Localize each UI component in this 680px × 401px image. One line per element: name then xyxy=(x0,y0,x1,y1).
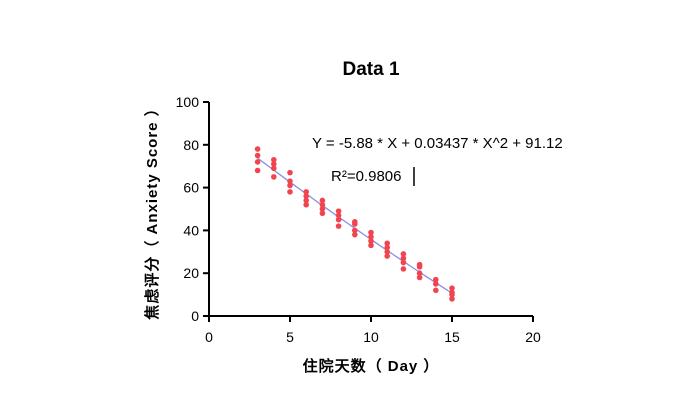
data-point xyxy=(254,152,261,159)
x-tick-label: 15 xyxy=(444,329,460,345)
data-point xyxy=(335,223,342,229)
data-point xyxy=(368,234,374,240)
x-tick-label: 20 xyxy=(525,329,541,345)
data-point xyxy=(271,161,277,167)
data-point xyxy=(400,259,407,266)
y-tick-label: 20 xyxy=(183,265,199,281)
data-point xyxy=(433,287,439,294)
data-point xyxy=(335,212,342,219)
data-point xyxy=(433,281,439,287)
y-axis: 0 20 40 60 80 100 xyxy=(176,94,210,324)
data-point xyxy=(254,146,261,152)
data-point xyxy=(319,201,326,208)
x-tick-label: 5 xyxy=(286,329,294,345)
data-point xyxy=(416,270,423,277)
data-point xyxy=(303,189,310,195)
x-tick-label: 0 xyxy=(205,329,213,345)
data-point xyxy=(303,201,310,208)
data-point xyxy=(271,165,277,172)
data-point xyxy=(303,193,310,199)
data-point xyxy=(303,197,310,204)
y-tick-label: 80 xyxy=(183,137,199,153)
data-point xyxy=(352,227,358,234)
x-tick-label: 10 xyxy=(363,329,379,345)
data-point xyxy=(319,210,326,217)
data-point xyxy=(319,206,326,212)
data-point xyxy=(400,266,407,272)
data-point xyxy=(352,231,358,238)
data-point xyxy=(254,167,261,174)
data-point xyxy=(254,159,261,165)
data-point xyxy=(368,229,374,236)
data-point xyxy=(433,276,439,283)
data-point xyxy=(368,238,374,244)
y-axis-title: 焦虑评分（ Anxiety Score ） xyxy=(143,100,161,320)
data-point xyxy=(384,249,391,255)
points-layer xyxy=(254,146,455,302)
data-point xyxy=(287,189,293,195)
data-point xyxy=(449,285,455,291)
y-tick-label: 40 xyxy=(183,222,199,238)
data-point xyxy=(287,182,293,189)
y-tick-label: 0 xyxy=(191,308,199,324)
x-axis-title: 住院天数（ Day ） xyxy=(303,357,440,375)
data-point xyxy=(271,156,277,163)
data-point xyxy=(271,174,277,180)
data-point xyxy=(287,178,293,184)
data-point xyxy=(319,197,326,204)
data-point xyxy=(335,208,342,214)
data-point xyxy=(416,274,423,281)
data-point xyxy=(400,251,407,257)
data-point xyxy=(400,255,407,262)
data-point xyxy=(384,240,391,247)
fit-equation: Y = -5.88 * X + 0.03437 * X^2 + 91.12 xyxy=(312,135,563,152)
data-point xyxy=(368,242,374,249)
data-point xyxy=(287,169,293,176)
data-point xyxy=(449,291,455,298)
data-point xyxy=(449,296,455,302)
data-point xyxy=(416,263,423,270)
data-point xyxy=(384,244,391,251)
data-point xyxy=(384,253,391,259)
r-squared: R²=0.9806 xyxy=(331,168,401,185)
y-tick-label: 60 xyxy=(183,180,199,196)
x-axis: 0 5 10 15 20 xyxy=(205,315,541,345)
chart-title: Data 1 xyxy=(342,59,399,80)
data-point xyxy=(335,216,342,223)
data-point xyxy=(352,221,358,227)
y-tick-label: 100 xyxy=(176,94,200,110)
